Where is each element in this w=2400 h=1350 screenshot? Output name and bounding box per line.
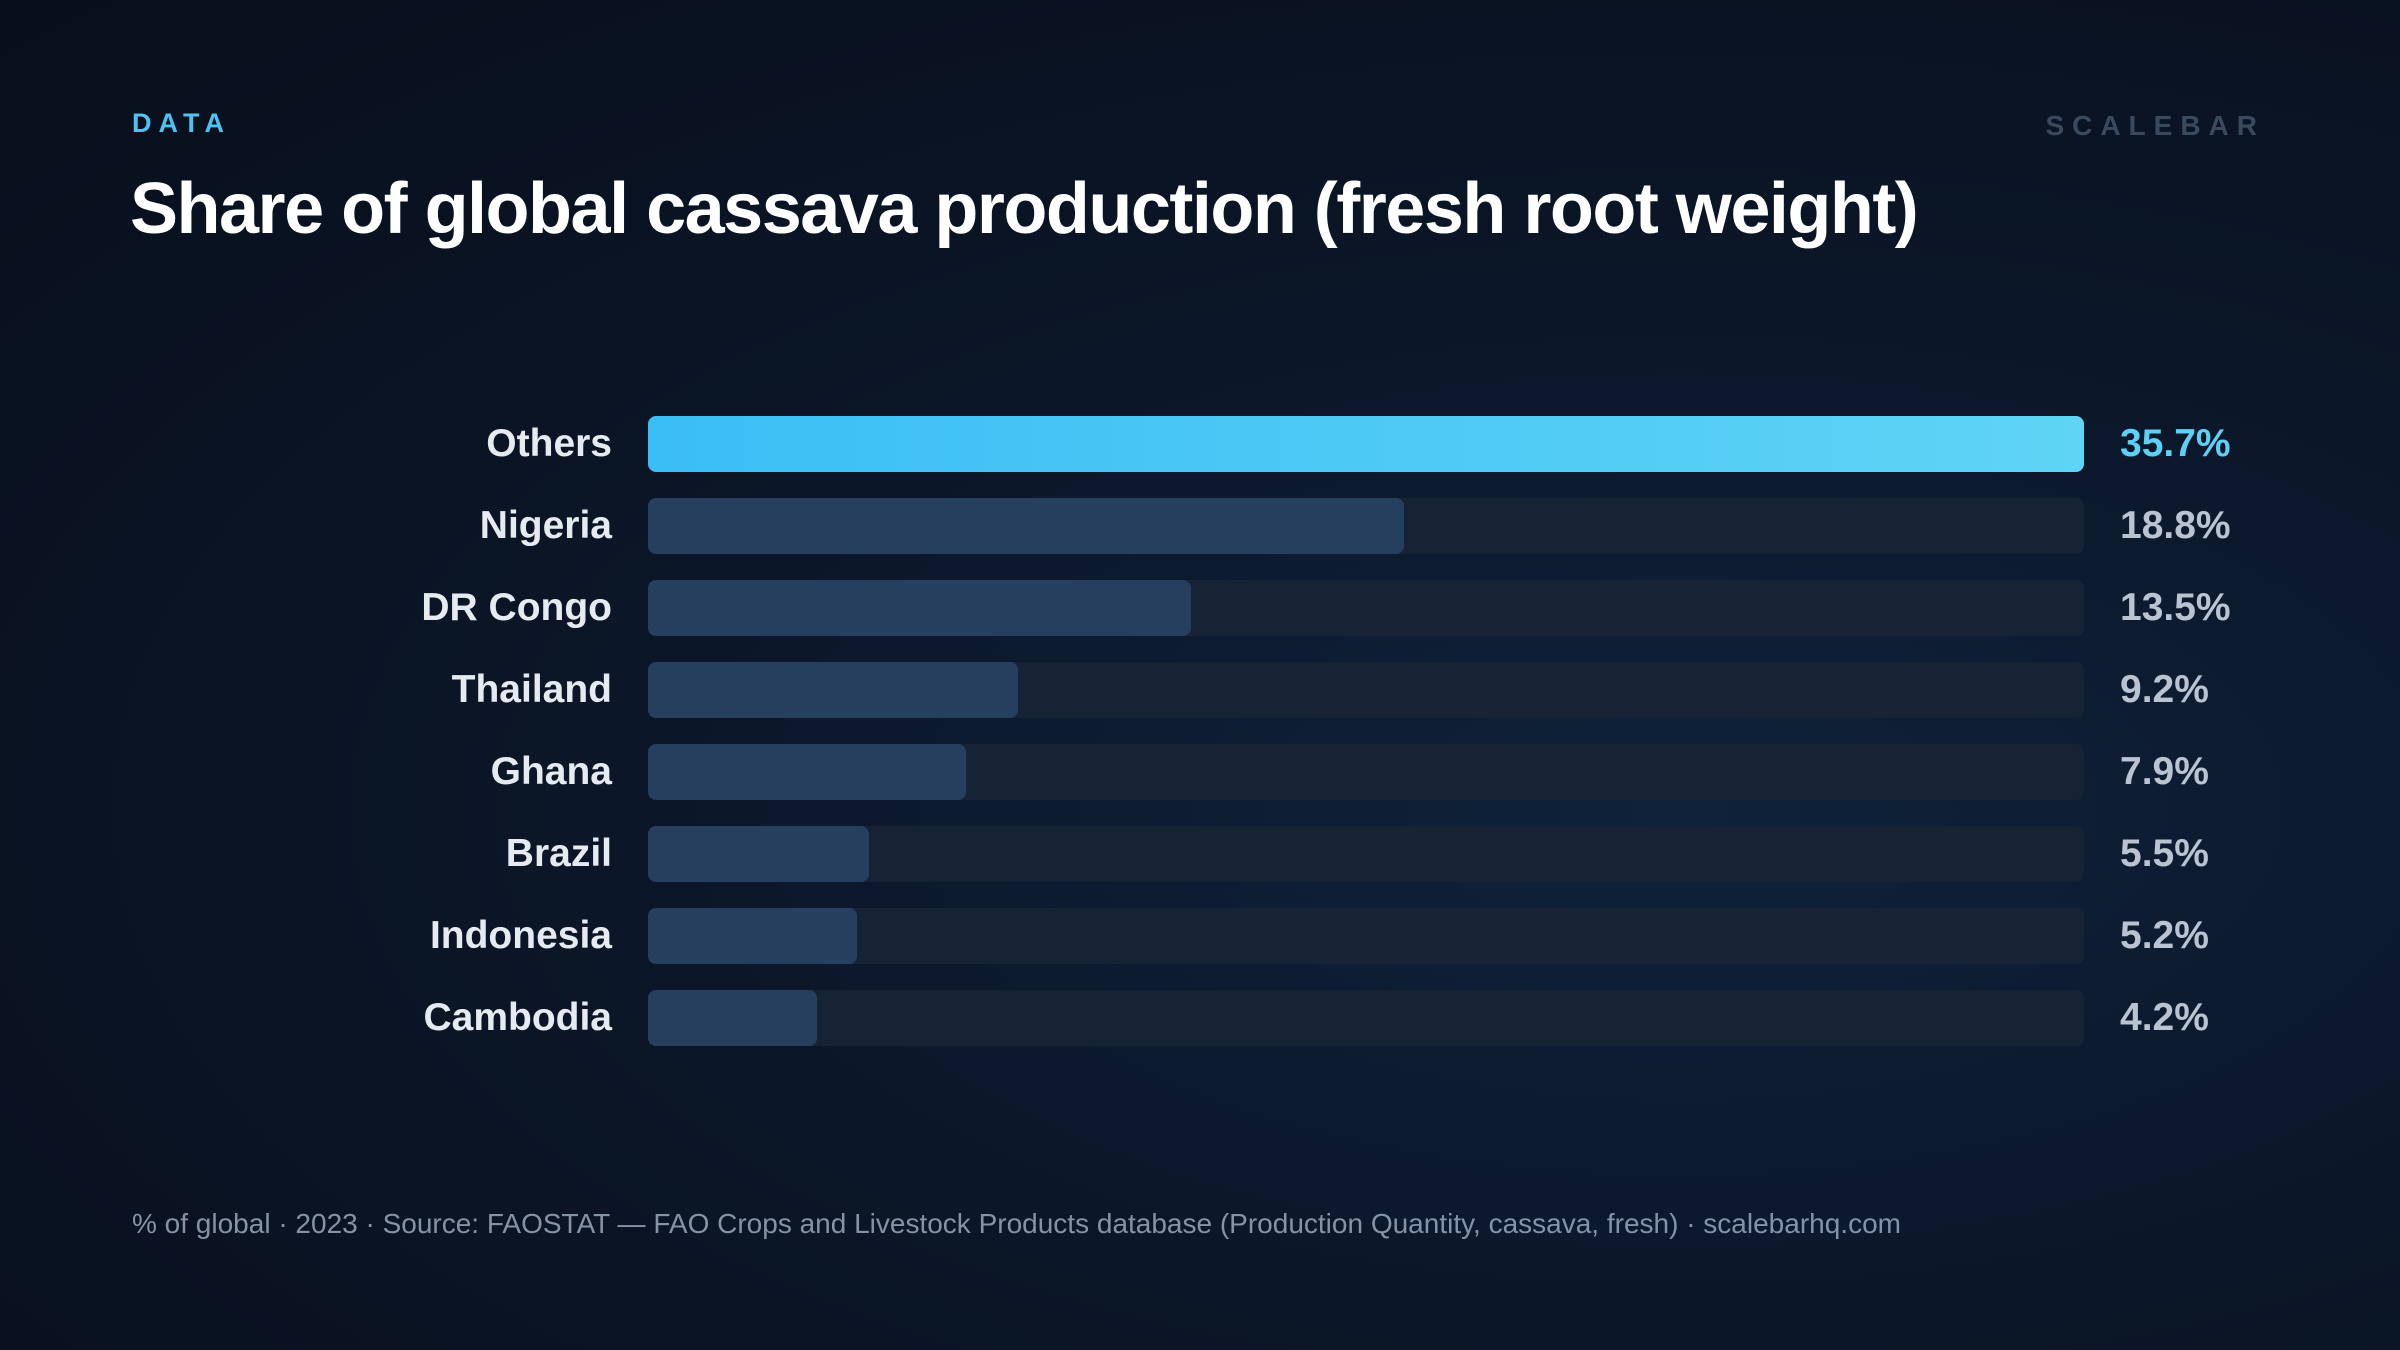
category-label: Others [486, 422, 612, 465]
bar [648, 662, 1018, 718]
value-label: 4.2% [2120, 996, 2209, 1039]
brand-logo-text: SCALEBAR [2045, 110, 2265, 141]
value-label: 18.8% [2120, 504, 2231, 547]
chart-title: Share of global cassava production (fres… [130, 169, 1919, 249]
bar-track [648, 662, 2084, 718]
bar [648, 416, 2084, 472]
bar-track [648, 826, 2084, 882]
bar-row: Indonesia 5.2% [0, 908, 2400, 964]
category-label: Brazil [505, 832, 612, 875]
bar-row: Nigeria 18.8% [0, 498, 2400, 554]
footer-source-note: % of global · 2023 · Source: FAOSTAT — F… [132, 1208, 1901, 1239]
bar-track [648, 416, 2084, 472]
bar [648, 744, 966, 800]
bar [648, 826, 869, 882]
bar [648, 990, 817, 1046]
bar-track [648, 580, 2084, 636]
bar [648, 498, 1404, 554]
category-label: Ghana [490, 750, 612, 793]
category-label: Thailand [451, 668, 612, 711]
bar-track [648, 744, 2084, 800]
bar-row: Thailand 9.2% [0, 662, 2400, 718]
category-label: DR Congo [421, 586, 612, 629]
category-label: Nigeria [479, 504, 612, 547]
value-label: 5.5% [2120, 832, 2209, 875]
bar [648, 580, 1191, 636]
eyebrow-label: DATA [132, 108, 231, 138]
bar-track [648, 990, 2084, 1046]
category-label: Cambodia [423, 996, 612, 1039]
value-label: 5.2% [2120, 914, 2209, 957]
value-label: 7.9% [2120, 750, 2209, 793]
value-label: 35.7% [2120, 422, 2231, 465]
bar-row: DR Congo 13.5% [0, 580, 2400, 636]
bar-row: Ghana 7.9% [0, 744, 2400, 800]
bar-row: Cambodia 4.2% [0, 990, 2400, 1046]
bar-track [648, 908, 2084, 964]
bar-row: Brazil 5.5% [0, 826, 2400, 882]
bar-track [648, 498, 2084, 554]
bar [648, 908, 857, 964]
value-label: 9.2% [2120, 668, 2209, 711]
bar-row: Others 35.7% [0, 416, 2400, 472]
category-label: Indonesia [429, 914, 612, 957]
value-label: 13.5% [2120, 586, 2231, 629]
